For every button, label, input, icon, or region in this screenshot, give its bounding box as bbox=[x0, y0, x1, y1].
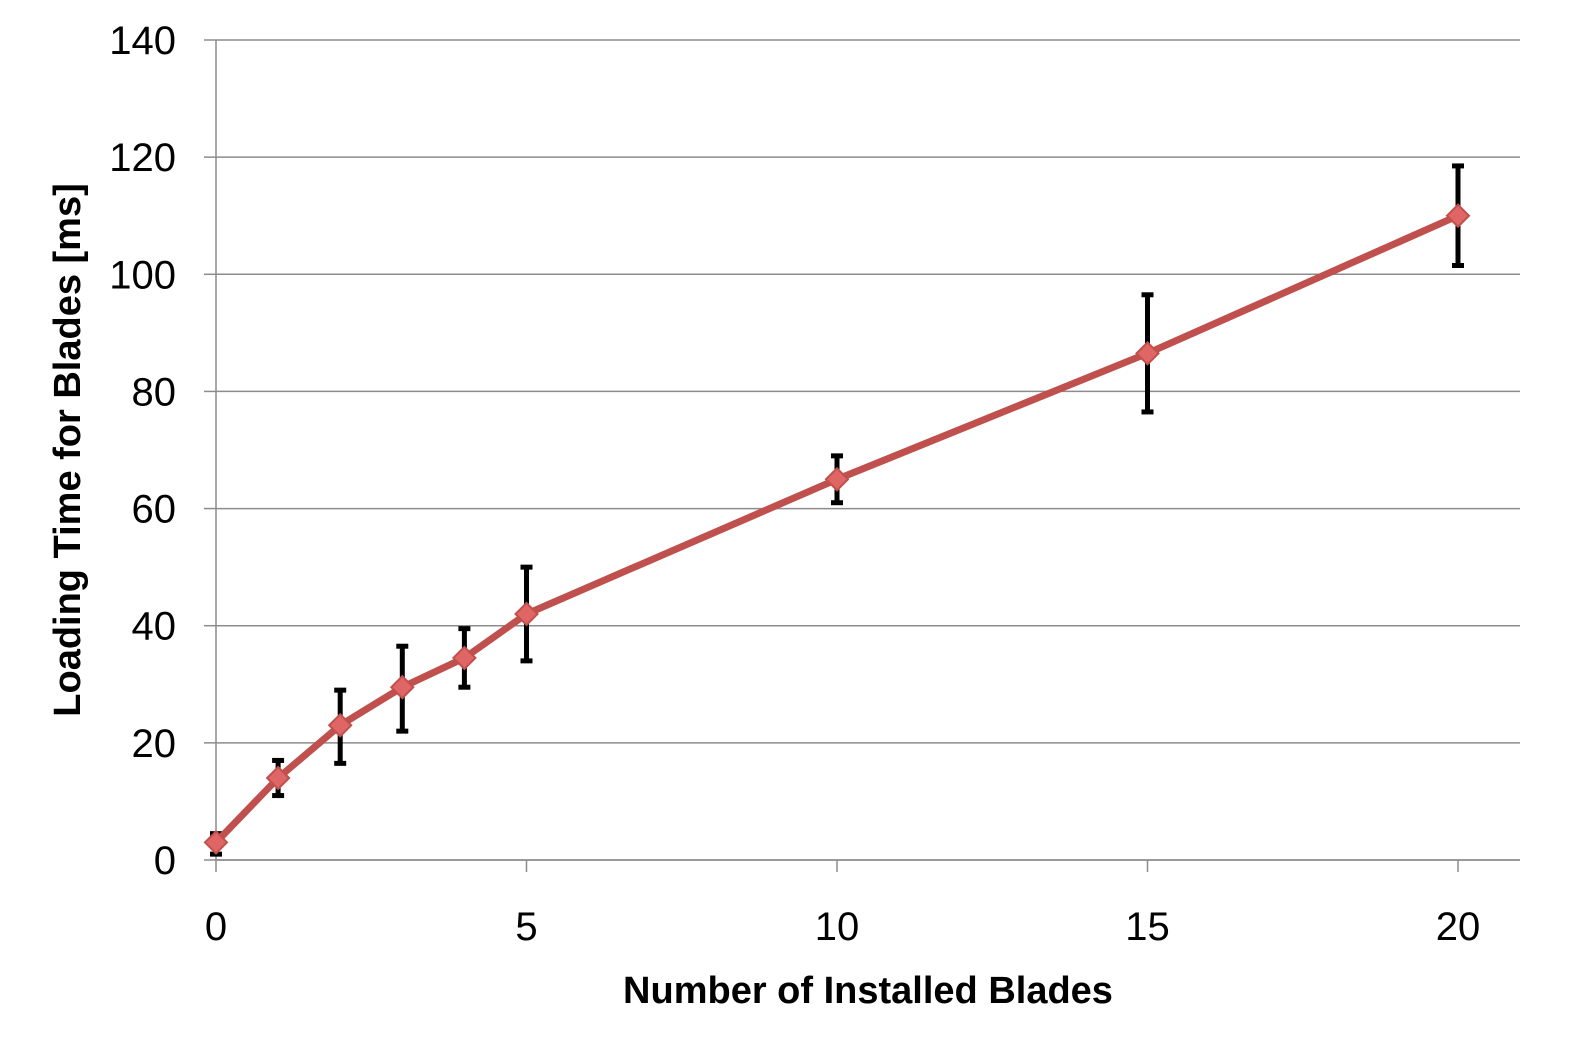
axis-layer bbox=[204, 39, 1520, 872]
grid-layer bbox=[216, 39, 1520, 861]
data-point bbox=[514, 601, 539, 627]
error-bars bbox=[210, 163, 1464, 857]
y-tick-label: 140 bbox=[109, 19, 176, 63]
x-tick-labels: 0 5 10 15 20 bbox=[205, 905, 1480, 949]
data-point bbox=[389, 674, 415, 700]
y-tick-label: 40 bbox=[132, 605, 177, 649]
y-tick-label: 80 bbox=[132, 370, 177, 414]
x-axis-title: Number of Installed Blades bbox=[623, 970, 1113, 1012]
data-point bbox=[265, 765, 291, 791]
y-tick-label: 100 bbox=[109, 253, 176, 297]
x-tick-label: 10 bbox=[815, 905, 860, 949]
y-tick-label: 20 bbox=[132, 722, 177, 766]
x-tick-label: 20 bbox=[1436, 905, 1481, 949]
data-point bbox=[451, 645, 477, 671]
x-tick-label: 0 bbox=[205, 905, 227, 949]
x-tick-label: 15 bbox=[1125, 905, 1170, 949]
y-axis-title: Loading Time for Blades [ms] bbox=[47, 183, 89, 716]
data-point bbox=[1445, 203, 1471, 229]
y-tick-label: 120 bbox=[109, 136, 176, 180]
data-point bbox=[1135, 340, 1160, 366]
data-point bbox=[203, 830, 229, 855]
y-tick-label: 60 bbox=[132, 488, 177, 532]
y-tick-labels: 0 20 40 60 80 100 120 140 bbox=[109, 19, 176, 883]
series-line bbox=[212, 212, 1462, 846]
markers bbox=[203, 203, 1471, 855]
y-tick-label: 0 bbox=[154, 839, 176, 883]
data-point bbox=[824, 466, 850, 492]
x-tick-label: 5 bbox=[515, 905, 537, 949]
series-layer bbox=[212, 212, 1462, 846]
data-point bbox=[327, 712, 353, 738]
